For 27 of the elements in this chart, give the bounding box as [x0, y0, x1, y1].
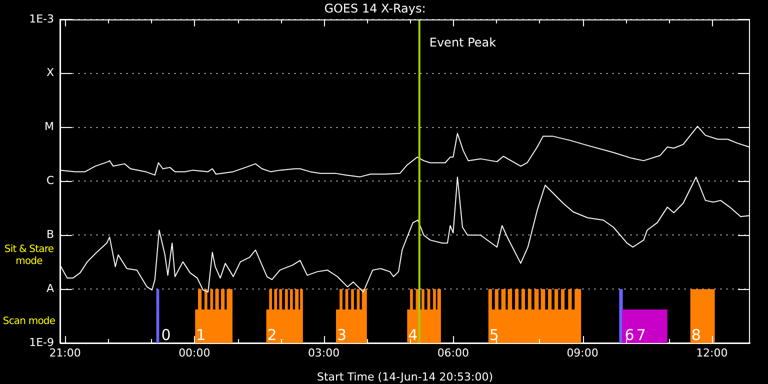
band-label: 3 — [337, 326, 347, 344]
y-tick-label: C — [46, 174, 54, 188]
band-label: 4 — [408, 326, 418, 344]
x-tick-label: 12:00 — [696, 346, 728, 360]
text: Scan mode — [0, 316, 58, 328]
band-label: 7 — [636, 326, 646, 344]
y-tick-label: M — [44, 120, 54, 134]
band-label: 2 — [267, 326, 277, 344]
ref-line-label: Event Peak — [429, 36, 496, 50]
chart-title: GOES 14 X-Rays: — [324, 1, 426, 16]
y-tick-label: A — [46, 282, 54, 295]
x-tick-label: 09:00 — [566, 346, 598, 360]
band-label: 6 — [624, 326, 634, 344]
x-tick-label: 21:00 — [49, 346, 81, 360]
x-axis-title: Start Time (14-Jun-14 20:53:00) — [317, 370, 493, 384]
band-label: 0 — [161, 326, 171, 344]
y-tick-label: X — [46, 66, 54, 80]
x-tick-label: 03:00 — [308, 346, 340, 360]
y-tick-label: 1E-9 — [29, 336, 54, 349]
y-tick-label: B — [46, 228, 54, 241]
y-tick-label: 1E-3 — [29, 12, 54, 26]
x-tick-label: 06:00 — [437, 346, 470, 360]
band-label: 1 — [196, 326, 206, 344]
x-tick-label: 00:00 — [178, 346, 210, 360]
text: Sit & Stare mode — [0, 244, 58, 268]
band-label: 5 — [489, 326, 499, 344]
band-label: 8 — [691, 326, 701, 344]
